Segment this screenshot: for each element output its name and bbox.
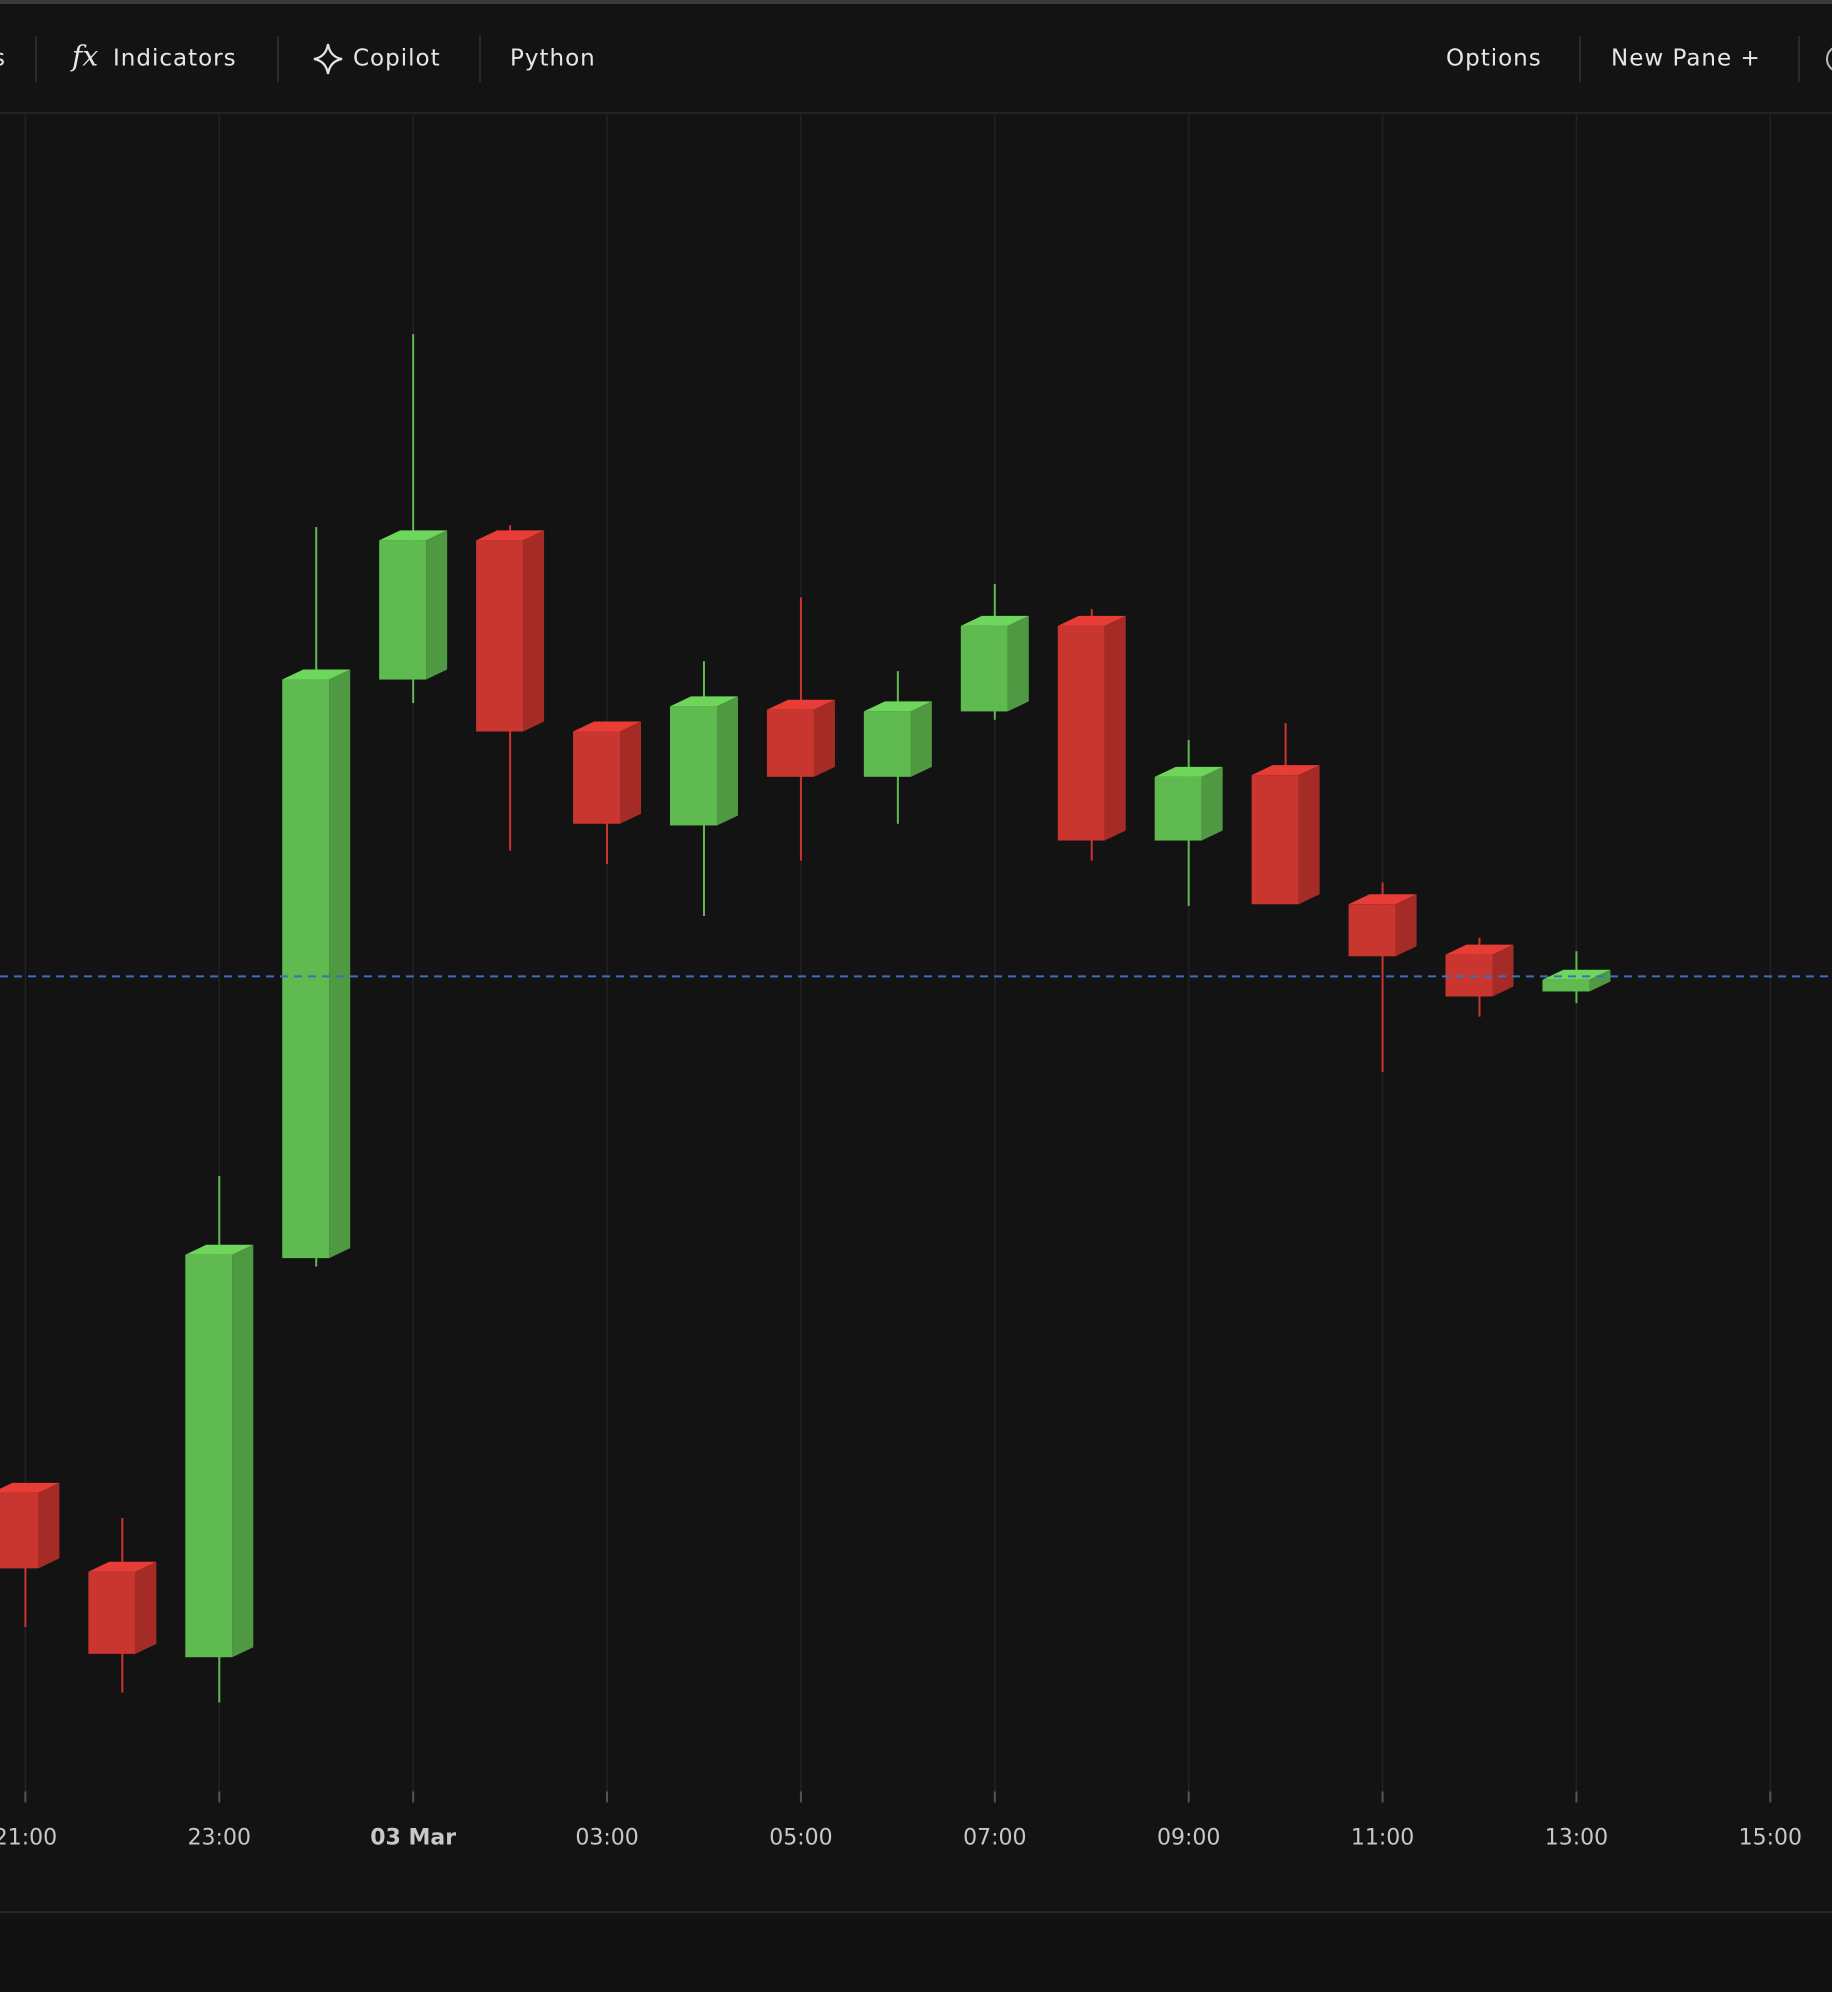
candle-body <box>185 1254 233 1658</box>
toolbar-button[interactable]: Options <box>1446 46 1542 72</box>
candle-top <box>1251 765 1320 776</box>
candle <box>863 701 932 777</box>
x-tick-label: 03 Mar <box>370 1825 456 1850</box>
candle-body <box>669 706 717 826</box>
candle-top <box>669 696 738 707</box>
candle-body <box>573 731 621 824</box>
candle-top <box>0 1482 60 1493</box>
candle-top <box>960 615 1029 626</box>
candle-side <box>1395 894 1417 957</box>
candle-body <box>0 1492 39 1569</box>
candle-side <box>523 530 545 732</box>
candle-side <box>1492 944 1514 997</box>
candle-body <box>476 540 524 732</box>
candle-side <box>1298 765 1320 905</box>
candle-body <box>1348 904 1396 957</box>
candle-top <box>476 530 545 541</box>
candle <box>476 530 545 732</box>
candle-body <box>1542 979 1590 992</box>
candle-top <box>282 669 351 680</box>
candle-side <box>620 721 642 824</box>
toolbar-button[interactable]: New Pane + <box>1611 46 1761 72</box>
toolbar: s fx Indicators Copilot Python Options N… <box>0 36 1832 82</box>
candle-top <box>88 1561 157 1572</box>
candle-body <box>379 540 427 680</box>
candle-side <box>38 1482 60 1569</box>
x-tick-label: 07:00 <box>963 1825 1026 1850</box>
candle-body <box>960 625 1008 712</box>
copilot-icon <box>313 43 343 75</box>
toolbar-button[interactable]: s <box>0 46 6 72</box>
candle-side <box>716 696 738 826</box>
candle-body <box>282 679 330 1259</box>
toolbar-button[interactable]: Indicators <box>113 46 237 72</box>
candle-body <box>1251 775 1299 905</box>
candle-side <box>1104 615 1126 841</box>
candle-side <box>232 1244 254 1658</box>
candle-side <box>135 1561 157 1654</box>
candle-body <box>1154 776 1202 841</box>
fx-icon: fx <box>70 40 98 73</box>
candle-top <box>1445 944 1514 955</box>
candle-side <box>426 530 448 680</box>
candle-side <box>329 669 351 1259</box>
candle-top <box>379 530 448 541</box>
candle-top <box>573 721 642 732</box>
menu-icon[interactable] <box>1826 46 1832 72</box>
candle-body <box>88 1571 136 1654</box>
candle <box>185 1244 254 1658</box>
candle <box>88 1561 157 1654</box>
x-tick-label: 09:00 <box>1157 1825 1220 1850</box>
candle <box>1251 765 1320 905</box>
candle-side <box>1201 766 1223 841</box>
plot-area: 21:00 23:00 03 Mar 03:00 05:00 07:00 09:00 11:0… <box>0 114 1832 1850</box>
x-tick-label: 13:00 <box>1545 1825 1608 1850</box>
candle <box>766 699 835 777</box>
candle <box>1445 944 1514 997</box>
candle <box>960 615 1029 712</box>
candle-top <box>863 701 932 712</box>
candle <box>1057 615 1126 841</box>
candle-top <box>1154 766 1223 777</box>
candle-side <box>1007 615 1029 712</box>
top-border <box>0 0 1832 4</box>
candle-body <box>766 709 814 777</box>
candle <box>282 669 351 1259</box>
candle <box>669 696 738 826</box>
candle-body <box>1057 625 1105 841</box>
candle-top <box>185 1244 254 1255</box>
candle-side <box>1589 969 1611 992</box>
footer <box>0 1912 1832 1992</box>
candle-side <box>910 701 932 777</box>
x-tick-label: 05:00 <box>769 1825 832 1850</box>
candle <box>1154 766 1223 841</box>
x-tick-label: 11:00 <box>1351 1825 1414 1850</box>
candle <box>379 530 448 680</box>
candle-side <box>813 699 835 777</box>
candle <box>0 1482 60 1569</box>
candle <box>573 721 642 824</box>
candle <box>1348 894 1417 957</box>
candle-top <box>1057 615 1126 626</box>
candle-top <box>1348 894 1417 905</box>
candle-body <box>863 711 911 777</box>
x-tick-label: 03:00 <box>575 1825 638 1850</box>
x-tick-label: 21:00 <box>0 1825 57 1850</box>
toolbar-button[interactable]: Copilot <box>353 46 441 72</box>
toolbar-button[interactable]: Python <box>510 46 596 72</box>
x-tick-label: 23:00 <box>188 1825 251 1850</box>
x-tick-label: 15:00 <box>1739 1825 1802 1850</box>
candle-top <box>766 699 835 710</box>
